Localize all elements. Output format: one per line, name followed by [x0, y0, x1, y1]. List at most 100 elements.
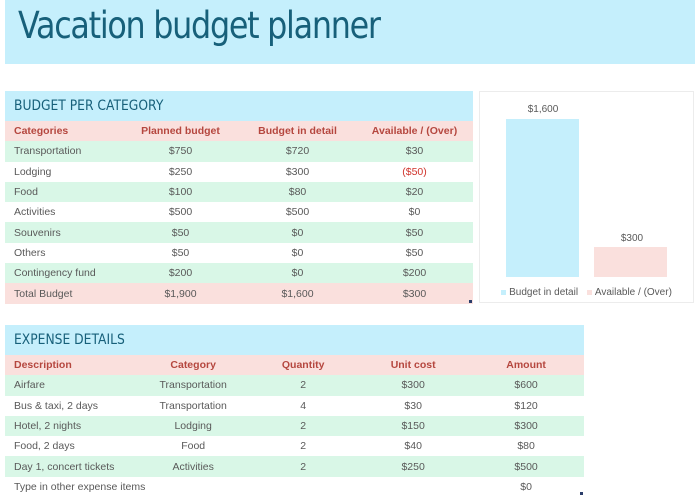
cell-amount[interactable]: $120	[468, 395, 584, 416]
legend-label: Available / (Over)	[594, 287, 672, 298]
budget-chart[interactable]: $1,600 $300 Budget in detail Available /…	[479, 91, 694, 303]
column-header-amount[interactable]: Amount	[468, 355, 584, 376]
total-row: Total Budget $1,900 $1,600 $300	[5, 283, 473, 304]
cell-category[interactable]: Transportation	[138, 375, 249, 396]
cell-quantity[interactable]: 2	[248, 456, 359, 477]
cell-detail[interactable]: $0	[239, 242, 356, 264]
cell-quantity[interactable]: 4	[248, 395, 359, 416]
legend-item-budget-in-detail: Budget in detail	[501, 287, 578, 298]
column-header-categories[interactable]: Categories	[5, 121, 122, 142]
cell-detail[interactable]: $500	[239, 202, 356, 223]
legend-swatch-icon	[501, 289, 507, 295]
table-row: Transportation $750 $720 $30	[5, 141, 473, 162]
cell-available[interactable]: $50	[356, 222, 473, 243]
table-row: Activities $500 $500 $0	[5, 202, 473, 223]
table-resize-handle[interactable]	[580, 492, 583, 495]
cell-category[interactable]: Souvenirs	[5, 222, 122, 243]
column-header-category[interactable]: Category	[138, 355, 249, 376]
cell-category[interactable]: Lodging	[5, 161, 122, 182]
cell-available[interactable]: $30	[356, 141, 473, 162]
table-row: Food $100 $80 $20	[5, 181, 473, 203]
cell-planned[interactable]: $50	[122, 242, 239, 264]
legend-swatch-icon	[586, 289, 592, 295]
cell-description[interactable]: Bus & taxi, 2 days	[5, 395, 139, 416]
bar-available-over[interactable]	[594, 247, 667, 277]
cell-available[interactable]: $0	[356, 202, 473, 223]
cell-description[interactable]: Airfare	[5, 375, 139, 396]
column-header-budget-in-detail[interactable]: Budget in detail	[239, 121, 356, 142]
page-title: Vacation budget planner	[18, 4, 381, 47]
cell-category[interactable]: Activities	[5, 202, 122, 223]
table-row: Type in other expense items $0	[5, 476, 584, 498]
cell-amount[interactable]: $500	[468, 456, 584, 477]
table-row: Hotel, 2 nights Lodging 2 $150 $300	[5, 415, 584, 437]
cell-category[interactable]: Transportation	[138, 395, 249, 416]
cell-unit-cost[interactable]: $30	[358, 395, 469, 416]
cell-quantity[interactable]: 2	[248, 415, 359, 437]
cell-category[interactable]: Activities	[138, 456, 249, 477]
table-row: Others $50 $0 $50	[5, 242, 473, 264]
table-row: Food, 2 days Food 2 $40 $80	[5, 436, 584, 457]
table-row: Souvenirs $50 $0 $50	[5, 222, 473, 243]
table-row: Lodging $250 $300 ($50)	[5, 161, 473, 182]
cell-available[interactable]: ($50)	[356, 161, 473, 182]
cell-category[interactable]: Food	[5, 181, 122, 203]
expense-section-title: EXPENSE DETAILS	[14, 332, 125, 348]
table-resize-handle[interactable]	[469, 300, 472, 303]
column-header-planned-budget[interactable]: Planned budget	[122, 121, 239, 142]
cell-unit-cost[interactable]: $300	[358, 375, 469, 396]
cell-planned[interactable]: $50	[122, 222, 239, 243]
cell-total-available[interactable]: $300	[356, 283, 473, 304]
budget-per-category-table: BUDGET PER CATEGORY Categories Planned b…	[5, 91, 473, 304]
cell-amount[interactable]: $0	[468, 476, 584, 498]
bar-label-available-over: $300	[620, 233, 644, 244]
cell-description[interactable]: Type in other expense items	[5, 476, 145, 498]
cell-amount[interactable]: $300	[468, 415, 584, 437]
cell-detail[interactable]: $0	[239, 263, 356, 284]
cell-total-detail[interactable]: $1,600	[239, 283, 356, 304]
cell-category[interactable]: Transportation	[5, 141, 122, 162]
cell-unit-cost[interactable]: $150	[358, 415, 469, 437]
cell-category[interactable]	[138, 476, 249, 498]
cell-total-label[interactable]: Total Budget	[5, 283, 122, 304]
cell-unit-cost[interactable]	[358, 476, 469, 498]
column-header-unit-cost[interactable]: Unit cost	[358, 355, 469, 376]
bar-budget-in-detail[interactable]	[506, 119, 579, 277]
cell-category[interactable]: Lodging	[138, 415, 249, 437]
column-header-available-over[interactable]: Available / (Over)	[356, 121, 473, 142]
expense-details-table: EXPENSE DETAILS Description Category Qua…	[5, 325, 584, 498]
cell-detail[interactable]: $80	[239, 181, 356, 203]
table-row: Day 1, concert tickets Activities 2 $250…	[5, 456, 584, 477]
cell-category[interactable]: Contingency fund	[5, 263, 122, 284]
cell-available[interactable]: $200	[356, 263, 473, 284]
cell-planned[interactable]: $750	[122, 141, 239, 162]
cell-available[interactable]: $50	[356, 242, 473, 264]
cell-planned[interactable]: $100	[122, 181, 239, 203]
column-header-quantity[interactable]: Quantity	[248, 355, 359, 376]
cell-planned[interactable]: $250	[122, 161, 239, 182]
cell-quantity[interactable]: 2	[248, 375, 359, 396]
cell-planned[interactable]: $500	[122, 202, 239, 223]
cell-quantity[interactable]: 2	[248, 436, 359, 457]
column-header-description[interactable]: Description	[5, 355, 139, 376]
cell-description[interactable]: Hotel, 2 nights	[5, 415, 139, 437]
cell-detail[interactable]: $0	[239, 222, 356, 243]
cell-category[interactable]: Food	[138, 436, 249, 457]
cell-amount[interactable]: $80	[468, 436, 584, 457]
bar-label-budget-in-detail: $1,600	[527, 104, 559, 115]
table-row: Contingency fund $200 $0 $200	[5, 263, 473, 284]
cell-total-planned[interactable]: $1,900	[122, 283, 239, 304]
cell-detail[interactable]: $720	[239, 141, 356, 162]
cell-description[interactable]: Food, 2 days	[5, 436, 139, 457]
cell-description[interactable]: Day 1, concert tickets	[5, 456, 139, 477]
cell-category[interactable]: Others	[5, 242, 122, 264]
cell-unit-cost[interactable]: $40	[358, 436, 469, 457]
cell-unit-cost[interactable]: $250	[358, 456, 469, 477]
cell-planned[interactable]: $200	[122, 263, 239, 284]
cell-available[interactable]: $20	[356, 181, 473, 203]
cell-detail[interactable]: $300	[239, 161, 356, 182]
cell-amount[interactable]: $600	[468, 375, 584, 396]
table-row: Airfare Transportation 2 $300 $600	[5, 375, 584, 396]
cell-quantity[interactable]	[248, 476, 359, 498]
table-row: Bus & taxi, 2 days Transportation 4 $30 …	[5, 395, 584, 416]
